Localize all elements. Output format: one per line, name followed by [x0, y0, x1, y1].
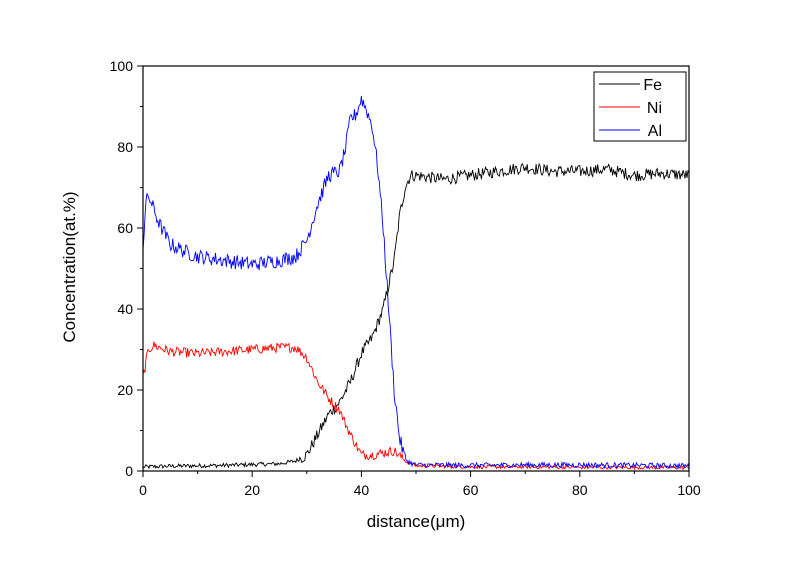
y-tick-label: 40: [117, 301, 133, 317]
series-line-al: [143, 95, 689, 470]
legend-label-ni: Ni: [647, 100, 662, 117]
x-tick-label: 100: [677, 482, 701, 498]
legend-label-al: Al: [648, 123, 662, 140]
y-tick-label: 20: [117, 382, 133, 398]
series-line-ni: [143, 341, 689, 471]
y-tick-label: 100: [110, 58, 134, 74]
x-axis-title: distance(μm): [367, 512, 466, 531]
y-axis-title: Concentration(at.%): [60, 191, 79, 342]
x-tick-label: 80: [572, 482, 588, 498]
y-tick-label: 60: [117, 220, 133, 236]
y-tick-label: 0: [125, 463, 133, 479]
x-tick-label: 40: [354, 482, 370, 498]
x-tick-label: 20: [244, 482, 260, 498]
legend: Fe Ni Al: [593, 71, 687, 142]
legend-label-fe: Fe: [643, 77, 662, 94]
x-tick-label: 0: [139, 482, 147, 498]
y-tick-label: 80: [117, 139, 133, 155]
series-line-fe: [143, 162, 689, 470]
x-tick-label: 60: [463, 482, 479, 498]
